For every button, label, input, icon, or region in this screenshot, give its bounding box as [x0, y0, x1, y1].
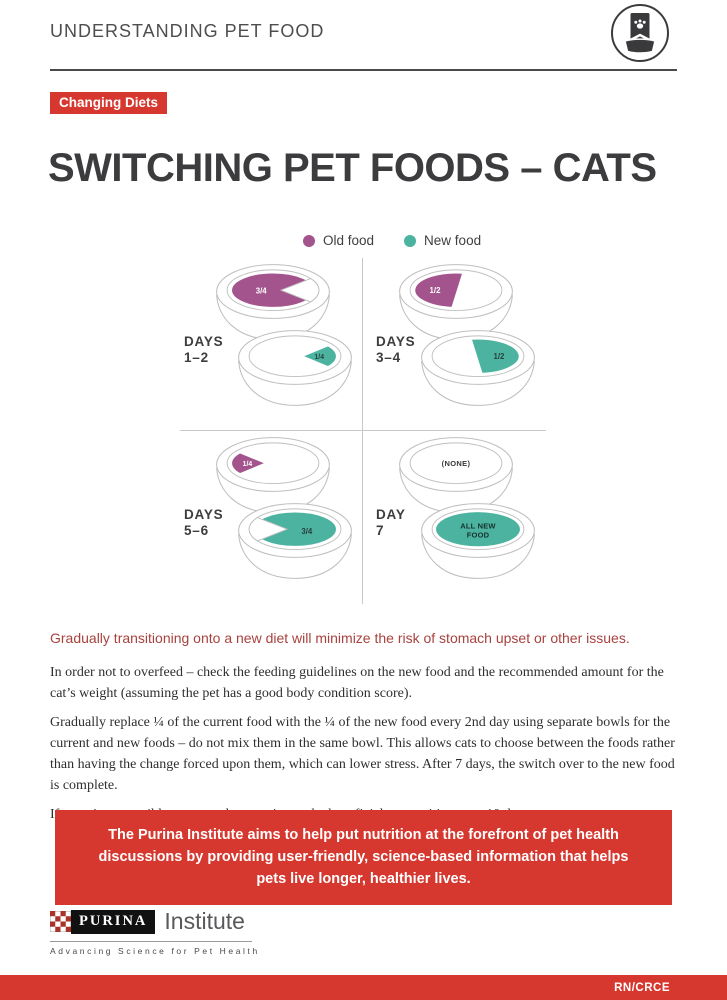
legend-label-new: New food: [424, 233, 482, 248]
day-label: DAYS 1–2: [184, 334, 224, 366]
new-food-bowl-1-2: 1/2: [421, 330, 535, 406]
lead-sentence: Gradually transitioning onto a new diet …: [50, 630, 630, 646]
legend-item-new-food: New food: [404, 233, 481, 248]
logo-tagline: Advancing Science for Pet Health: [50, 946, 260, 956]
new-food-bowl-1-4: 1/4: [238, 330, 352, 406]
old-food-dot-icon: [303, 234, 315, 247]
day-label: DAYS 3–4: [376, 334, 416, 366]
legend-label-old: Old food: [323, 233, 375, 248]
svg-text:FOOD: FOOD: [467, 531, 490, 540]
header-rule: [50, 69, 677, 71]
old-food-bowl-1-2: 1/2: [399, 264, 513, 340]
day-label: DAY 7: [376, 507, 406, 539]
purina-checkerboard-icon: [50, 911, 71, 932]
svg-text:3/4: 3/4: [301, 527, 313, 536]
old-food-bowl-none: (NONE): [399, 437, 513, 513]
new-food-bowl-full: ALL NEW FOOD: [421, 503, 535, 579]
legend-item-old-food: Old food: [303, 233, 374, 248]
svg-text:1/4: 1/4: [314, 354, 324, 361]
quadrant-days-1-2: DAYS 1–2 3/4 1/4: [180, 258, 363, 431]
svg-text:1/2: 1/2: [494, 352, 506, 361]
quadrant-day-7: DAY 7 (NONE) ALL NEW FOOD: [363, 431, 546, 604]
pet-food-bag-and-bowl-icon: [624, 13, 656, 54]
mission-banner: The Purina Institute aims to help put nu…: [55, 810, 672, 906]
old-food-bowl-1-4: 1/4: [216, 437, 330, 513]
quadrant-days-3-4: DAYS 3–4 1/2 1/2: [363, 258, 546, 431]
institute-wordmark: Institute: [164, 908, 245, 934]
old-food-bowl-3-4: 3/4: [216, 264, 330, 340]
bottom-bar: RN/CRCE: [0, 975, 727, 1000]
transition-diagram: DAYS 1–2 3/4 1/4 DAYS: [180, 258, 546, 604]
paragraph-replace: Gradually replace ¼ of the current food …: [50, 715, 675, 793]
paragraph-overfeed: In order not to overfeed – check the fee…: [50, 665, 664, 701]
page-title: SWITCHING PET FOODS – CATS: [48, 146, 657, 190]
document-code: RN/CRCE: [614, 981, 670, 994]
logo-rule: [50, 941, 252, 942]
svg-text:1/4: 1/4: [243, 461, 253, 468]
quadrant-days-5-6: DAYS 5–6 1/4 3/4: [180, 431, 363, 604]
purina-wordmark: PURINA: [71, 909, 156, 934]
new-food-bowl-3-4: 3/4: [238, 503, 352, 579]
purina-institute-logo: PURINA Institute Advancing Science for P…: [50, 908, 260, 956]
legend: Old food New food: [303, 233, 481, 248]
svg-text:1/2: 1/2: [430, 286, 442, 295]
svg-text:3/4: 3/4: [256, 286, 268, 295]
svg-text:ALL NEW: ALL NEW: [460, 522, 496, 531]
svg-text:(NONE): (NONE): [442, 459, 471, 468]
header-title: UNDERSTANDING PET FOOD: [50, 21, 325, 41]
section-badge: Changing Diets: [50, 92, 168, 114]
day-label: DAYS 5–6: [184, 507, 224, 539]
body-text: In order not to overfeed – check the fee…: [50, 662, 682, 833]
pet-food-icon: [611, 4, 669, 62]
new-food-dot-icon: [404, 234, 417, 247]
